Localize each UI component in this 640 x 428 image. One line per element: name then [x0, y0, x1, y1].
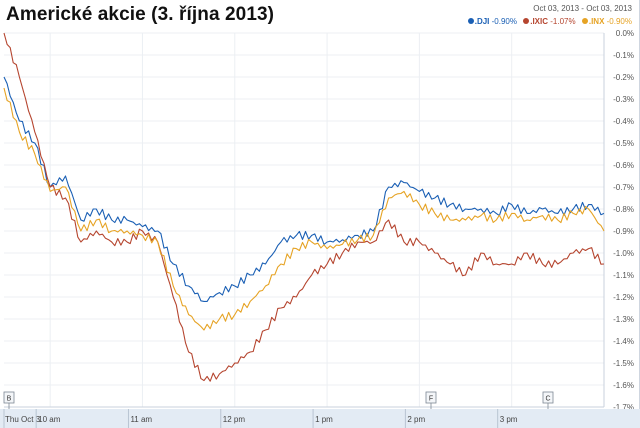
y-tick-label: -0.9% — [613, 227, 634, 236]
legend-symbol: .IXIC — [530, 17, 549, 26]
y-tick-label: -0.6% — [613, 161, 634, 170]
event-flag-label: C — [545, 396, 550, 403]
chart-title: Americké akcie (3. října 2013) — [6, 4, 275, 25]
series-line-inx — [3, 87, 605, 331]
y-tick-label: -1.5% — [613, 359, 634, 368]
date-range: Oct 03, 2013 - Oct 03, 2013 — [533, 4, 632, 13]
legend-item-ixic[interactable]: .IXIC -1.07% — [523, 17, 578, 26]
x-tick-label: 1 pm — [315, 415, 333, 424]
x-axis-band — [0, 409, 640, 428]
y-tick-label: -1.4% — [613, 337, 634, 346]
x-tick-label: 3 pm — [500, 415, 518, 424]
legend-item-dji[interactable]: .DJI -0.90% — [467, 17, 520, 26]
y-tick-label: -0.1% — [613, 51, 634, 60]
y-tick-label: -1.6% — [613, 381, 634, 390]
legend-dot-icon — [581, 18, 588, 24]
y-tick-label: 0.0% — [616, 29, 634, 38]
x-tick-label: Thu Oct 3 — [5, 415, 41, 424]
y-tick-label: -0.3% — [613, 95, 634, 104]
legend-change: -1.07% — [550, 17, 576, 26]
event-flag-label: F — [429, 396, 433, 403]
y-tick-label: -1.2% — [613, 293, 634, 302]
y-tick-label: -0.8% — [613, 205, 634, 214]
y-tick-label: -1.3% — [613, 315, 634, 324]
x-tick-label: 11 am — [130, 415, 152, 424]
legend-dot-icon — [523, 18, 530, 24]
date-range-from: Oct 03, 2013 — [533, 4, 580, 13]
y-tick-label: -0.5% — [613, 139, 634, 148]
series-line-ixic — [3, 32, 605, 382]
x-tick-label: 12 pm — [223, 415, 246, 424]
legend-change: -0.90% — [606, 17, 632, 26]
legend-symbol: .INX — [588, 17, 605, 26]
date-range-separator: - — [581, 4, 584, 13]
x-tick-label: 10 am — [38, 415, 61, 424]
event-flag-label: B — [7, 396, 12, 403]
chart-legend: .DJI -0.90% .IXIC -1.07% .INX -0.90% — [464, 17, 632, 26]
legend-change: -0.90% — [491, 17, 517, 26]
y-tick-label: -1.0% — [613, 249, 634, 258]
y-tick-label: -0.2% — [613, 73, 634, 82]
series-line-dji — [3, 76, 605, 302]
y-tick-label: -1.7% — [613, 403, 634, 412]
legend-dot-icon — [467, 18, 474, 24]
legend-symbol: .DJI — [474, 17, 490, 26]
y-tick-label: -1.1% — [613, 271, 634, 280]
legend-item-inx[interactable]: .INX -0.90% — [581, 17, 632, 26]
x-tick-label: 2 pm — [407, 415, 425, 424]
y-tick-label: -0.4% — [613, 117, 634, 126]
y-tick-label: -0.7% — [613, 183, 634, 192]
date-range-to: Oct 03, 2013 — [586, 4, 632, 13]
